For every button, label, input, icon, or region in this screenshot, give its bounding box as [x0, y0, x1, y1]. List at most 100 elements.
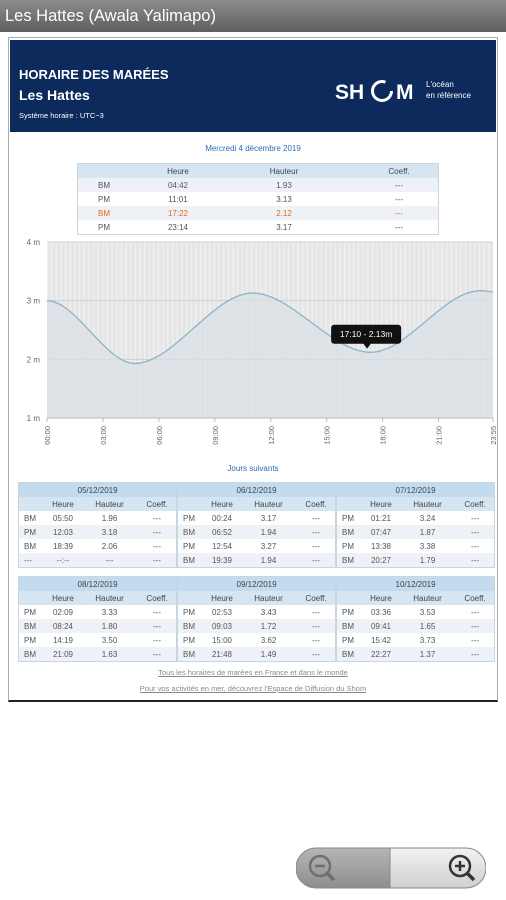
- cell: BM: [337, 619, 363, 633]
- date-row: 05/12/2019: [19, 483, 177, 497]
- y-tick-label: 1 m: [27, 414, 41, 423]
- cell: PM: [342, 635, 354, 645]
- cell: BM: [78, 206, 148, 220]
- cell: PM: [98, 194, 110, 204]
- web-frame: [8, 37, 498, 702]
- tagline: L'océan: [426, 80, 454, 89]
- y-tick-label: 2 m: [27, 355, 41, 364]
- cell: 3.50: [101, 635, 118, 645]
- next-days-title: Jours suivants: [227, 464, 279, 473]
- cell: 3.62: [260, 635, 277, 645]
- cell: 1.96: [101, 513, 118, 523]
- cell: ---: [153, 541, 162, 551]
- header-cell: Hauteur: [240, 497, 297, 511]
- cell: 2.06: [101, 541, 118, 551]
- cell: BM: [178, 553, 204, 567]
- tide-row: PM 13:38 3.38 ---: [337, 539, 494, 553]
- tide-row: PM 14:19 3.50 ---: [19, 633, 176, 647]
- cell: 3.43: [260, 607, 277, 617]
- cell: 21:48: [204, 647, 240, 661]
- header-cell: Heure: [45, 591, 81, 605]
- app-title: Les Hattes (Awala Yalimapo): [5, 7, 216, 25]
- link[interactable]: Tous les horaires de marées en France et…: [158, 668, 348, 677]
- zoom-in-button[interactable]: [389, 847, 486, 889]
- cell: 03:36: [370, 607, 392, 617]
- header-cell: Heure: [148, 164, 208, 178]
- tide-row: PM 03:36 3.53 ---: [337, 605, 494, 619]
- today-date: Mercredi 4 décembre 2019: [205, 144, 301, 153]
- cell: 3.27: [260, 541, 277, 551]
- day-table-wrap: 07/12/2019 Heure Hauteur Coeff. PM 01:21 3.24 -…: [336, 482, 495, 568]
- date-row: 07/12/2019: [337, 483, 495, 497]
- zoom-out-button[interactable]: [296, 847, 391, 889]
- header-cell: [78, 164, 148, 178]
- cell: BM: [337, 647, 363, 661]
- cell: 11:01: [168, 194, 188, 204]
- x-tick-label: 03:00: [99, 426, 108, 445]
- cell: 1.94: [240, 525, 297, 539]
- cell: 08:24: [45, 619, 81, 633]
- day-table: 08/12/2019 Heure Hauteur Coeff. PM 02:09 3.33 -…: [19, 577, 177, 661]
- cell: ---: [297, 619, 336, 633]
- header-cell: Heure: [45, 497, 81, 511]
- tooltip-text: 17:10 - 2.13m: [340, 329, 392, 339]
- cell: 12:54: [211, 541, 233, 551]
- tide-line: [46, 290, 494, 365]
- x-tick-label: 15:00: [323, 426, 332, 445]
- cell: PM: [98, 222, 110, 232]
- cell: ---: [312, 513, 321, 523]
- header-cell: [19, 497, 45, 511]
- cell: 22:27: [363, 647, 399, 661]
- y-tick-label: 3 m: [27, 297, 41, 306]
- cell: ---: [138, 647, 177, 661]
- x-tick-label: 23:55: [489, 426, 498, 445]
- cell: BM: [19, 619, 45, 633]
- cell: ---: [456, 525, 495, 539]
- cell: 04:42: [148, 178, 208, 192]
- cell: 20:27: [363, 553, 399, 567]
- day-table-wrap: 08/12/2019 Heure Hauteur Coeff. PM 02:09 3.33 -…: [18, 576, 177, 662]
- day-table: 09/12/2019 Heure Hauteur Coeff. PM 02:53 3.43 -…: [178, 577, 336, 661]
- cell: BM: [337, 553, 363, 567]
- cell: BM: [24, 513, 36, 523]
- cell: PM: [183, 635, 195, 645]
- cell: ---: [81, 553, 138, 567]
- header-cell: [178, 497, 204, 511]
- cell: ---: [312, 607, 321, 617]
- header-cell: Heure: [363, 591, 399, 605]
- tide-row: PM 23:14 3.17 ---: [78, 220, 438, 234]
- cell: ---: [471, 513, 480, 523]
- cell: PM: [24, 607, 36, 617]
- tide-row: BM 17:22 2.12 ---: [78, 206, 438, 220]
- x-tick-label: 21:00: [435, 426, 444, 445]
- location: Les Hattes: [19, 87, 90, 103]
- day-table-wrap: 05/12/2019 Heure Hauteur Coeff. BM 05:50 1.96 -…: [18, 482, 177, 568]
- cell: ---: [471, 607, 480, 617]
- tide-row: BM 21:09 1.63 ---: [19, 647, 177, 661]
- cell: 2.12: [208, 206, 360, 220]
- cell: 1.87: [399, 525, 456, 539]
- header-row: Heure Hauteur Coeff.: [337, 591, 495, 605]
- day-table-wrap: 09/12/2019 Heure Hauteur Coeff. PM 02:53 3.43 -…: [177, 576, 336, 662]
- day-table: 07/12/2019 Heure Hauteur Coeff. PM 01:21 3.24 -…: [337, 483, 495, 567]
- tide-row: BM 07:47 1.87 ---: [337, 525, 495, 539]
- header-cell: [337, 497, 363, 511]
- header-cell: Coeff.: [360, 164, 438, 178]
- day-table: 05/12/2019 Heure Hauteur Coeff. BM 05:50 1.96 -…: [19, 483, 177, 567]
- cell: --:--: [45, 553, 81, 567]
- cell: BM: [24, 541, 36, 551]
- tooltip-box: [331, 324, 402, 344]
- x-tick-label: 00:00: [43, 426, 52, 445]
- date-row: 08/12/2019: [19, 577, 177, 591]
- tide-row: BM 19:39 1.94 ---: [178, 553, 336, 567]
- cell: 1.94: [240, 553, 297, 567]
- cell: 17:22: [148, 206, 208, 220]
- cell: 3.53: [419, 607, 436, 617]
- tide-row: BM 08:24 1.80 ---: [19, 619, 177, 633]
- cell: ---: [153, 607, 162, 617]
- cell: 1.65: [399, 619, 456, 633]
- logo-text: SH: [335, 81, 364, 104]
- link[interactable]: Pour vos activités en mer, découvrez l'E…: [139, 684, 367, 693]
- tide-row: PM 12:03 3.18 ---: [19, 525, 177, 539]
- date-row: 09/12/2019: [178, 577, 336, 591]
